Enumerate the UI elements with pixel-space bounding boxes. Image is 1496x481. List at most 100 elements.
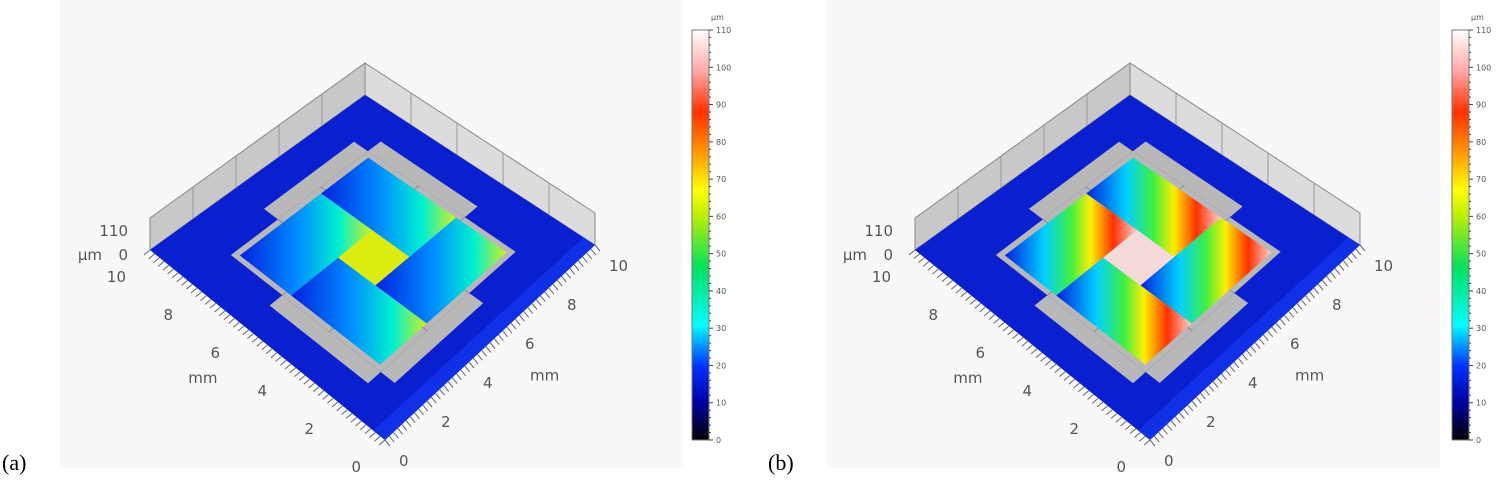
colorbar-tick-label: 90 [1476, 101, 1486, 110]
axis-tick [510, 322, 517, 330]
y-tick-label: 0 [351, 458, 361, 476]
axis-tick [983, 310, 991, 317]
beam-strip [291, 257, 427, 365]
axis-tick [535, 299, 542, 306]
colorbar-gradient [691, 29, 710, 441]
axis-tick [247, 333, 254, 339]
z-tick-label: 110 [864, 222, 893, 240]
axis-tick [209, 302, 217, 309]
colorbar-tick-label: 60 [716, 212, 726, 221]
beam-strip [375, 217, 507, 324]
axis-tick [1326, 275, 1332, 283]
axis-tick [451, 377, 458, 384]
beam-strip [1056, 257, 1192, 365]
axis-tick [1063, 375, 1071, 381]
axis-tick [326, 397, 334, 404]
axis-tick [397, 427, 403, 435]
surface-plot-a: 02468100246810mmmm1100µmµm01020304050607… [60, 0, 731, 476]
axis-tick [908, 249, 916, 256]
axis-tick [1110, 413, 1118, 419]
x-tick-label: 0 [399, 452, 409, 470]
axis-tick [373, 435, 381, 442]
axis-tick [1016, 337, 1024, 343]
axis-tick [922, 261, 930, 267]
x-tick-label: 8 [1332, 296, 1342, 314]
axis-tick [1115, 416, 1123, 423]
axis-tick [270, 352, 278, 358]
axis-tick [1338, 264, 1345, 271]
colorbar-tick-label: 10 [716, 399, 726, 408]
axis-tick [485, 346, 492, 353]
axis-tick [171, 272, 179, 279]
colorbar-tick-label: 30 [716, 324, 726, 333]
axis-tick [1242, 353, 1248, 361]
axis-tick [941, 276, 949, 282]
axis-tick [443, 385, 450, 392]
axis-tick [405, 420, 412, 427]
axis-tick [312, 386, 320, 393]
beam-strip [1140, 217, 1272, 324]
colorbar-tick-label: 80 [716, 138, 726, 147]
x-tick-label: 10 [1374, 257, 1393, 275]
y-tick-label: 4 [1022, 382, 1032, 400]
axis-tick [1321, 279, 1328, 287]
axis-tick [223, 314, 231, 320]
axis-tick [1246, 349, 1252, 357]
colorbar-tick-label: 20 [1476, 361, 1486, 370]
axis-tick [1162, 427, 1168, 435]
axis-tick [157, 261, 165, 267]
axis-tick [586, 252, 592, 260]
axis-tick [1284, 314, 1290, 322]
cutout-slit [1132, 141, 1243, 218]
colorbar-unit: µm [711, 13, 724, 22]
axis-tick [275, 356, 282, 362]
axis-tick [1187, 404, 1194, 412]
axis-tick [1200, 392, 1206, 400]
axis-tick [1195, 396, 1202, 404]
axis-tick [590, 248, 597, 256]
axis-tick [232, 321, 240, 328]
axis-tick [540, 295, 546, 303]
axis-tick [1263, 334, 1269, 342]
axis-tick [279, 359, 287, 366]
axis-tick [1138, 435, 1146, 442]
axis-tick [1106, 409, 1113, 415]
axis-tick [493, 338, 500, 345]
axis-tick [960, 291, 968, 298]
x-tick-label: 4 [1248, 374, 1258, 392]
axis-tick [1073, 382, 1080, 389]
axis-tick [384, 439, 391, 447]
axis-tick [447, 381, 454, 388]
axis-tick [1254, 342, 1261, 349]
axis-tick [594, 244, 601, 252]
axis-tick [502, 330, 508, 338]
axis-tick [569, 268, 576, 275]
axis-tick [1233, 361, 1240, 369]
beam-strip [239, 193, 373, 296]
axis-tick [1347, 256, 1353, 264]
axis-tick [548, 287, 555, 295]
axis-tick [997, 321, 1005, 328]
cutout-slit [1145, 293, 1249, 383]
axis-tick [1170, 420, 1177, 427]
axis-tick [1221, 373, 1227, 381]
axis-tick [1330, 271, 1336, 279]
axis-tick [481, 349, 487, 357]
axis-tick [162, 264, 170, 271]
x-tick-label: 8 [567, 296, 577, 314]
y-tick-label: 8 [163, 306, 173, 324]
axis-tick [519, 314, 525, 322]
axis-tick [261, 344, 268, 351]
surface-plot-b: 02468100246810mmmm1100µmµm01020304050607… [827, 0, 1491, 476]
colorbar-tick-label: 70 [716, 175, 726, 184]
colorbar-tick-label: 50 [716, 250, 726, 259]
axis-tick [1101, 405, 1109, 412]
axis-tick [1153, 435, 1160, 443]
axis-tick [1300, 299, 1307, 306]
axis-tick [204, 299, 212, 305]
axis-tick [336, 405, 344, 412]
center-pad [1103, 230, 1175, 286]
axis-tick [1204, 388, 1210, 396]
